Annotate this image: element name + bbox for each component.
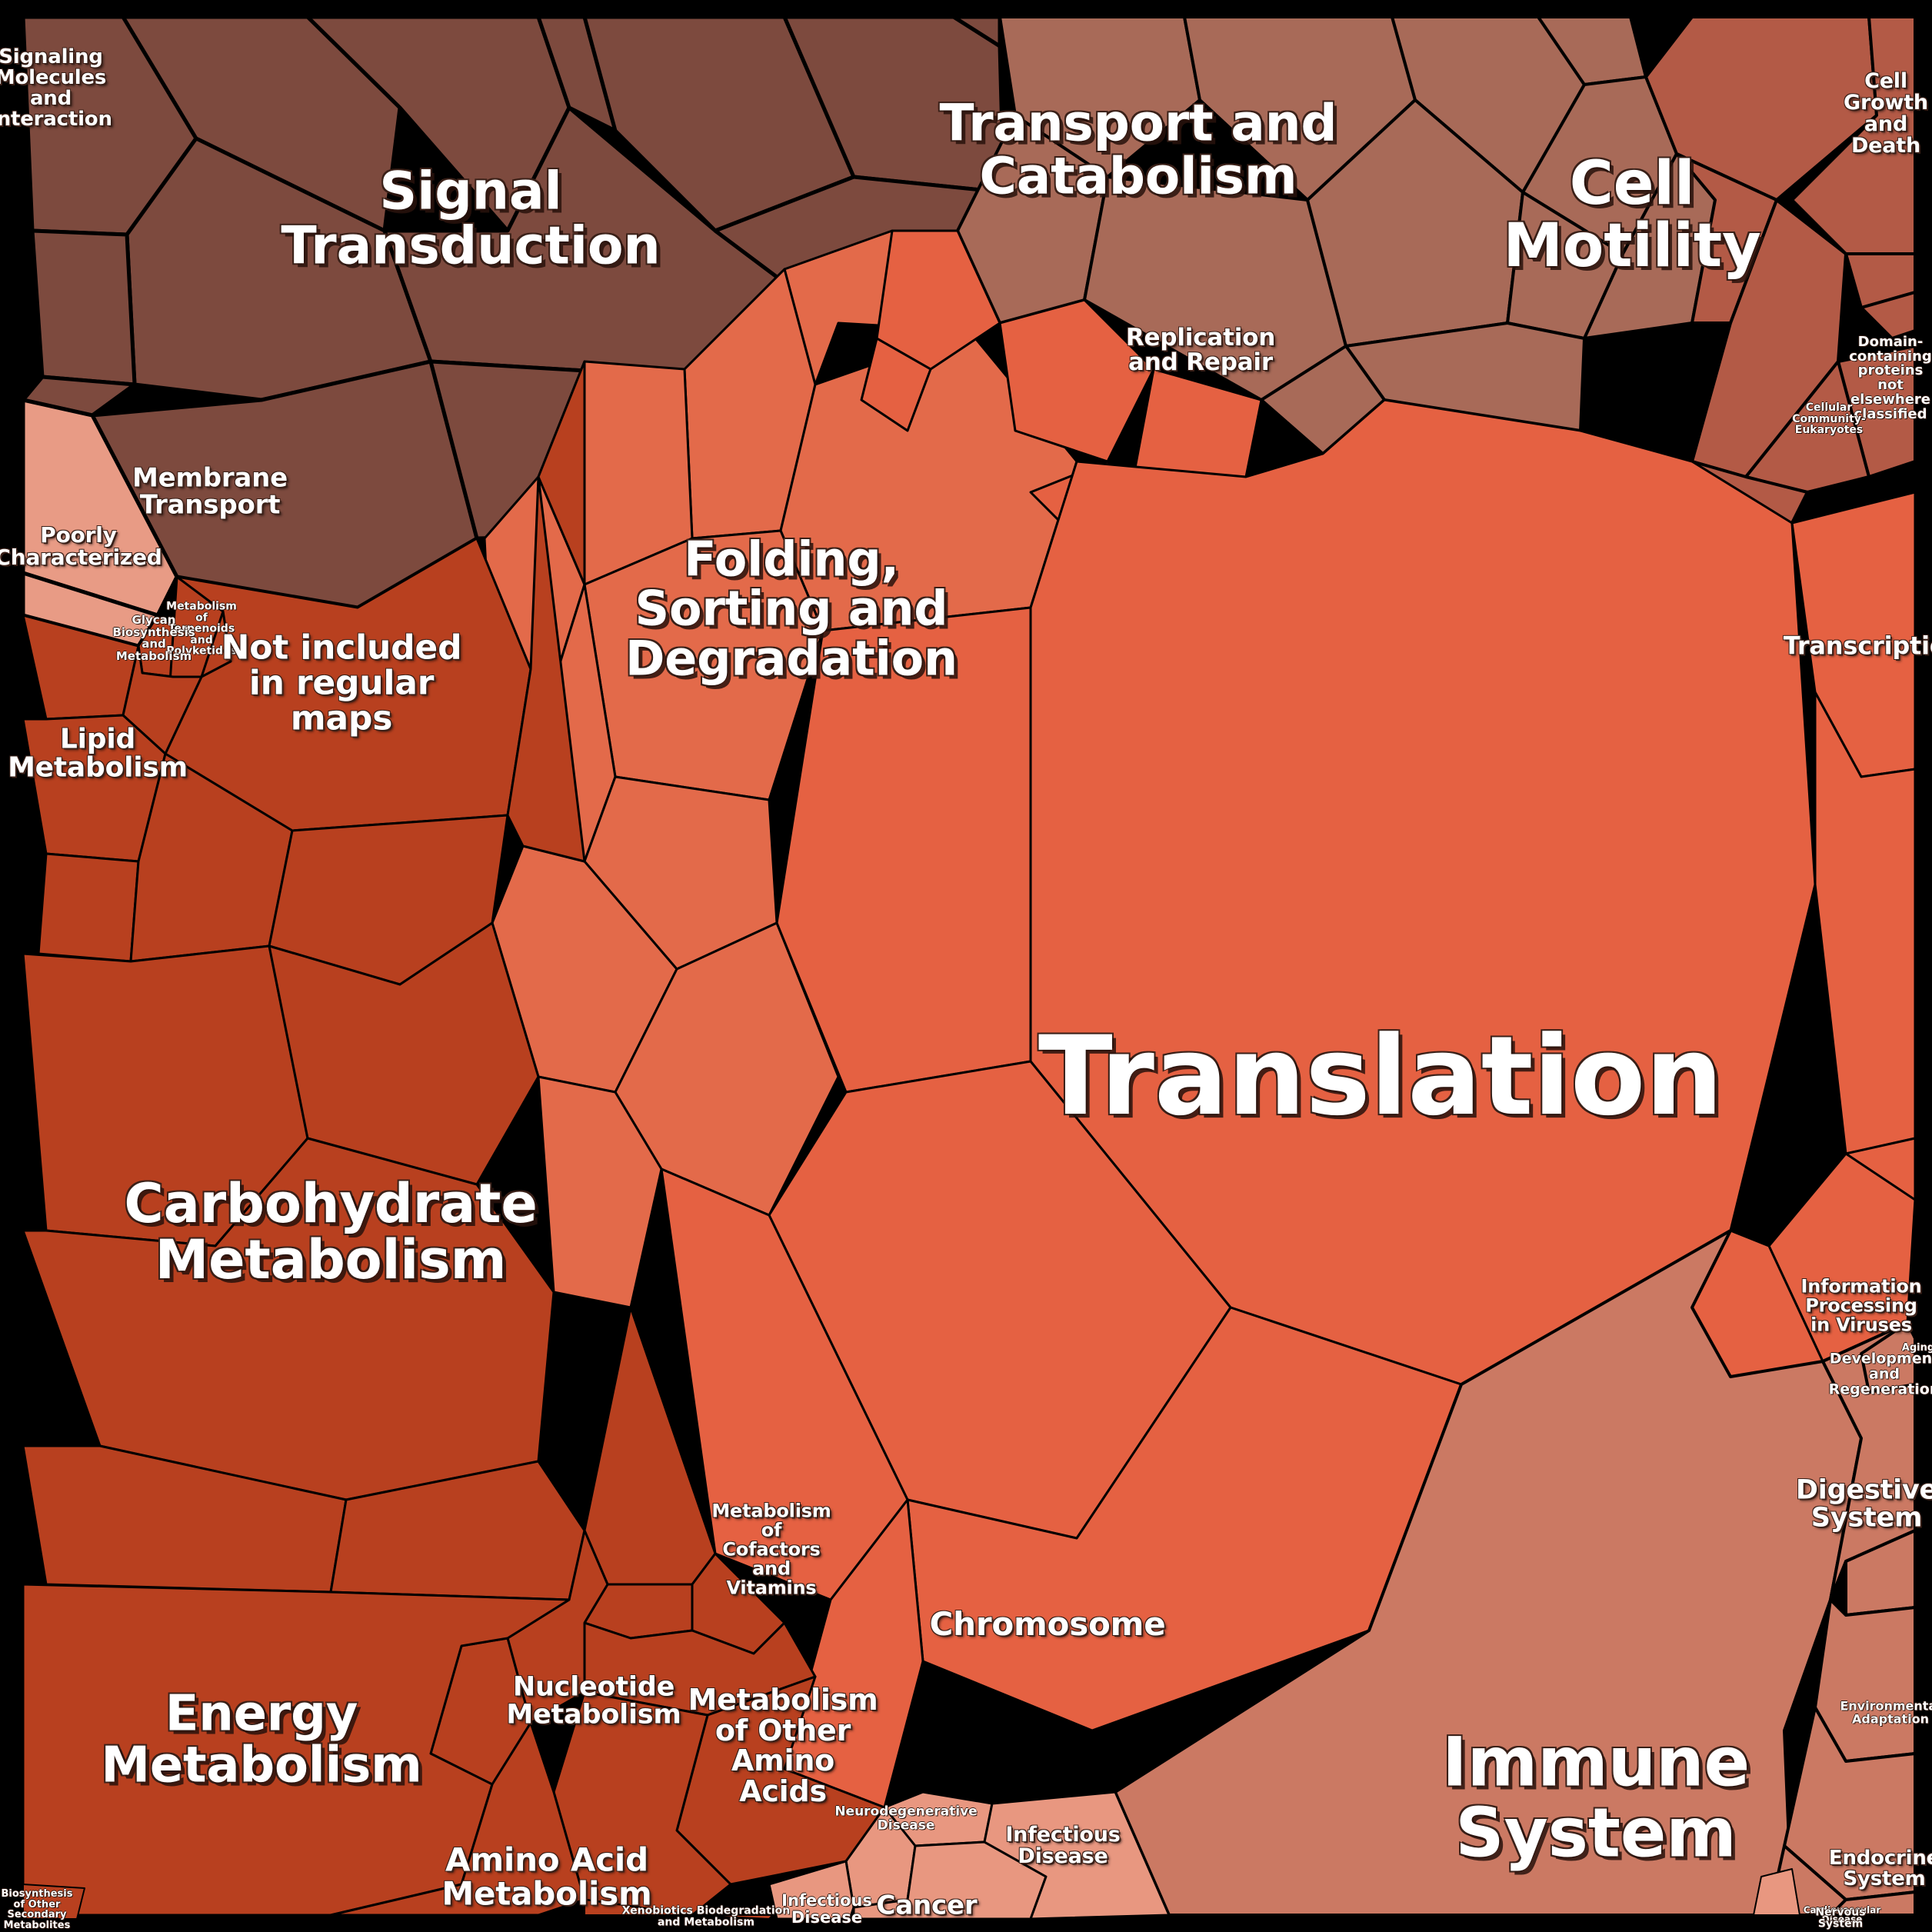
voronoi-cell-cell-motility-e[interactable] xyxy=(1860,291,1917,340)
voronoi-cell-signal-transduction-f[interactable] xyxy=(782,15,1006,195)
voronoi-cell-energy-metab-a[interactable] xyxy=(22,1583,571,1917)
voronoi-cell-replication-repair-a[interactable] xyxy=(875,229,1001,371)
voronoi-cell-replication-repair-c[interactable] xyxy=(998,298,1155,463)
voronoi-cell-lipid-metabolism-d[interactable] xyxy=(37,852,140,963)
voronoi-cell-disease-infectious-small[interactable] xyxy=(768,1860,855,1920)
voronoi-cell-dev-regeneration[interactable] xyxy=(1860,1321,1917,1394)
voronoi-cell-disease-infectious-big[interactable] xyxy=(983,1790,1171,1920)
voronoi-cell-endocrine-b[interactable] xyxy=(1829,1890,1917,1917)
voronoi-cell-translation-b[interactable] xyxy=(775,606,1032,1094)
voronoi-cell-signal-transduction-k[interactable] xyxy=(30,228,137,387)
voronoi-cell-replication-repair-b[interactable] xyxy=(860,337,932,432)
voronoi-cell-poorly-characterized[interactable] xyxy=(21,398,179,618)
voronoi-cell-cell-motility-b[interactable] xyxy=(1675,152,1778,325)
voronoi-cell-cardio-disease[interactable] xyxy=(1753,1868,1800,1916)
voronoi-cell-metabolism-not-included-b[interactable] xyxy=(506,360,586,863)
voronoi-cell-signal-transduction-g[interactable] xyxy=(951,15,1002,48)
voronoi-cell-biosynth-secondary[interactable] xyxy=(22,1884,85,1920)
voronoi-cell-translation-d[interactable] xyxy=(660,1168,909,1601)
voronoi-cell-signal-transduction-b[interactable] xyxy=(121,15,402,233)
voronoi-cell-energy-metab-b[interactable] xyxy=(329,1721,586,1917)
voronoi-cell-folding-sorting-k[interactable] xyxy=(537,1075,663,1309)
